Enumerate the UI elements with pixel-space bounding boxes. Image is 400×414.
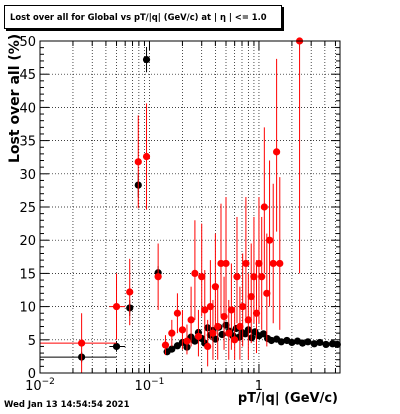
data-point <box>211 335 219 343</box>
data-point <box>209 329 217 337</box>
data-point <box>269 259 277 268</box>
data-point <box>211 283 219 291</box>
data-point <box>198 273 206 281</box>
data-point <box>263 289 271 297</box>
data-point <box>236 322 244 331</box>
data-point <box>217 259 225 268</box>
data-point <box>239 303 247 311</box>
y-tick-label: 15 <box>19 267 36 282</box>
data-point <box>304 338 312 346</box>
data-point <box>78 339 86 347</box>
data-point <box>276 259 284 268</box>
data-point <box>231 336 239 344</box>
data-point <box>277 338 285 346</box>
data-point <box>206 303 214 311</box>
x-tick-label: 1 <box>255 379 263 394</box>
data-point <box>252 309 261 317</box>
series-layer <box>40 37 341 373</box>
plot-frame <box>39 40 341 374</box>
data-point <box>288 338 296 347</box>
data-point <box>178 326 187 334</box>
data-point <box>194 332 203 341</box>
data-point <box>248 334 256 342</box>
y-tick-label: 45 <box>19 68 36 83</box>
data-point <box>247 293 255 301</box>
data-point <box>112 303 121 311</box>
data-point <box>220 312 228 321</box>
data-point <box>258 273 266 281</box>
data-point <box>191 269 199 277</box>
series-group <box>40 37 304 373</box>
y-tick-label: 20 <box>19 234 36 249</box>
y-tick-label: 10 <box>19 301 36 316</box>
data-point <box>183 337 191 345</box>
data-point <box>250 273 258 281</box>
data-point <box>173 309 182 317</box>
data-point <box>201 306 209 314</box>
data-point <box>273 148 281 156</box>
data-point <box>126 288 134 296</box>
data-point <box>168 345 176 353</box>
data-point <box>214 322 222 331</box>
x-axis-label: pT/|q| (GeV/c) <box>237 391 338 406</box>
timestamp: Wed Jan 13 14:54:54 2021 <box>4 400 130 410</box>
y-tick-label: 5 <box>28 334 36 349</box>
data-point <box>265 236 274 244</box>
x-tick-label: 10−2 <box>25 377 55 394</box>
data-point <box>161 341 170 349</box>
data-point <box>242 259 250 268</box>
data-point <box>168 329 176 337</box>
y-tick-label: 35 <box>19 135 36 150</box>
data-point <box>227 306 235 314</box>
data-point <box>112 342 121 351</box>
y-tick-label: 30 <box>19 168 36 183</box>
y-tick-label: 40 <box>19 101 36 116</box>
y-tick-label: 25 <box>19 201 36 216</box>
y-tick-label: 50 <box>19 35 36 50</box>
data-point <box>204 342 212 351</box>
data-point <box>310 340 318 348</box>
data-point <box>259 330 268 338</box>
data-point <box>142 55 151 64</box>
chart-title: Lost over all for Global vs pT/|q| (GeV/… <box>4 5 282 29</box>
data-point <box>154 273 162 281</box>
data-point <box>316 338 324 347</box>
data-point <box>222 259 230 268</box>
data-point <box>233 273 241 281</box>
data-point <box>322 340 330 349</box>
data-point <box>142 152 151 161</box>
data-point <box>187 316 195 324</box>
data-point <box>244 316 252 324</box>
data-point <box>255 259 263 268</box>
data-point <box>225 329 233 337</box>
y-tick-label: 0 <box>28 367 36 382</box>
x-tick-label: 10−1 <box>135 377 165 394</box>
data-point <box>260 203 268 211</box>
data-point <box>298 339 307 347</box>
y-axis-label: Lost over all (%) <box>7 33 23 163</box>
data-point <box>134 158 142 166</box>
